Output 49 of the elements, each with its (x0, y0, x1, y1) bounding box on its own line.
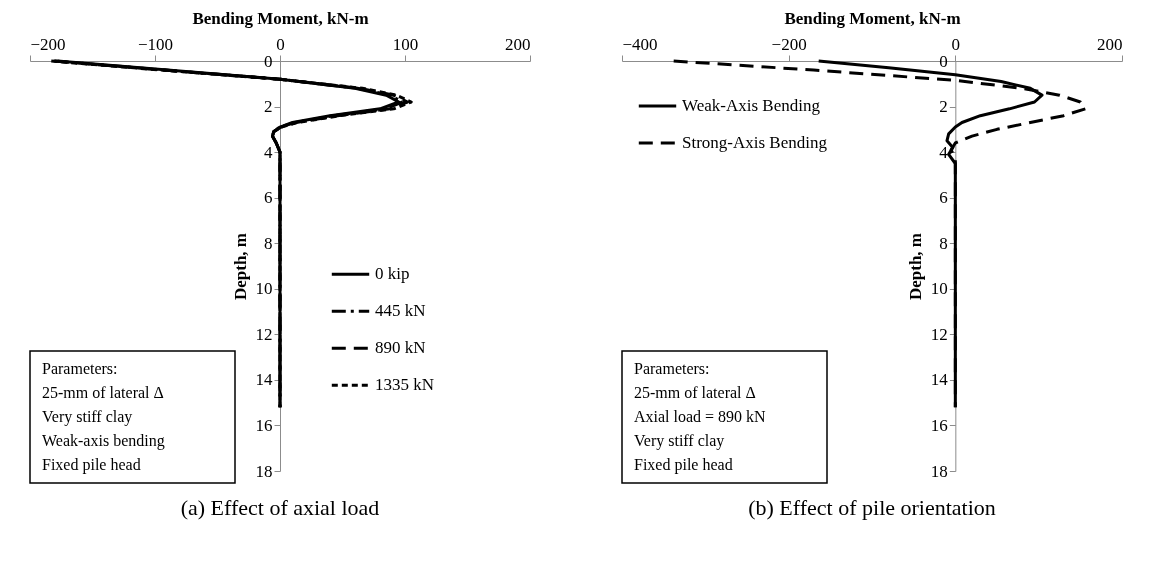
annotation: Very stiff clay (42, 408, 133, 426)
annotation: Fixed pile head (634, 456, 733, 474)
y-tick-label: 4 (939, 142, 949, 162)
annotation: Parameters: (42, 360, 118, 377)
y-tick-label: 4 (264, 142, 273, 162)
annotation: Axial load = 890 kN (634, 408, 767, 425)
y-tick-label: 2 (939, 97, 948, 117)
x-axis-title: Bending Moment, kN-m (784, 8, 961, 28)
y-tick-label: 12 (255, 324, 273, 344)
y-tick-label: 0 (939, 51, 948, 71)
x-tick-label: −100 (137, 34, 174, 54)
annotation: 25-mm of lateral Δ (42, 384, 164, 401)
legend-label: 0 kip (375, 264, 410, 284)
x-axis-title: Bending Moment, kN-m (192, 8, 369, 28)
y-axis-title: Depth, m (230, 232, 250, 301)
y-tick-label: 16 (930, 415, 948, 435)
y-tick-label: 18 (930, 461, 948, 481)
x-tick-label: −200 (30, 34, 66, 54)
y-tick-label: 12 (930, 324, 948, 344)
y-tick-label: 2 (264, 97, 273, 117)
y-axis-title: Depth, m (905, 232, 925, 301)
annotation: Parameters: (634, 360, 710, 377)
x-tick-label: 200 (1097, 34, 1123, 54)
text: (b) Effect of pile orientation (748, 494, 996, 520)
annotation: Weak-axis bending (42, 432, 165, 450)
y-tick-label: 14 (930, 370, 949, 390)
x-tick-label: 200 (505, 34, 531, 54)
legend-label: Strong-Axis Bending (682, 133, 828, 153)
y-tick-label: 10 (930, 279, 948, 299)
legend-label: Weak-Axis Bending (682, 96, 821, 116)
text: (a) Effect of axial load (180, 494, 380, 520)
y-tick-label: 6 (939, 188, 948, 208)
x-tick-label: −400 (622, 34, 658, 54)
y-tick-label: 10 (255, 279, 273, 299)
y-tick-label: 0 (264, 51, 273, 71)
legend-label: 1335 kN (375, 375, 435, 395)
y-tick-label: 8 (264, 233, 273, 253)
y-tick-label: 6 (264, 188, 273, 208)
x-tick-label: −200 (771, 34, 807, 54)
y-tick-label: 18 (255, 461, 273, 481)
annotation: 25-mm of lateral Δ (634, 384, 756, 401)
legend-label: 890 kN (375, 338, 426, 358)
y-tick-label: 16 (255, 415, 273, 435)
annotation: Fixed pile head (42, 456, 141, 474)
y-tick-label: 14 (255, 370, 273, 390)
y-tick-label: 8 (939, 233, 948, 253)
x-tick-label: 100 (392, 34, 419, 54)
annotation: Very stiff clay (634, 432, 725, 450)
legend-label: 445 kN (375, 301, 426, 321)
